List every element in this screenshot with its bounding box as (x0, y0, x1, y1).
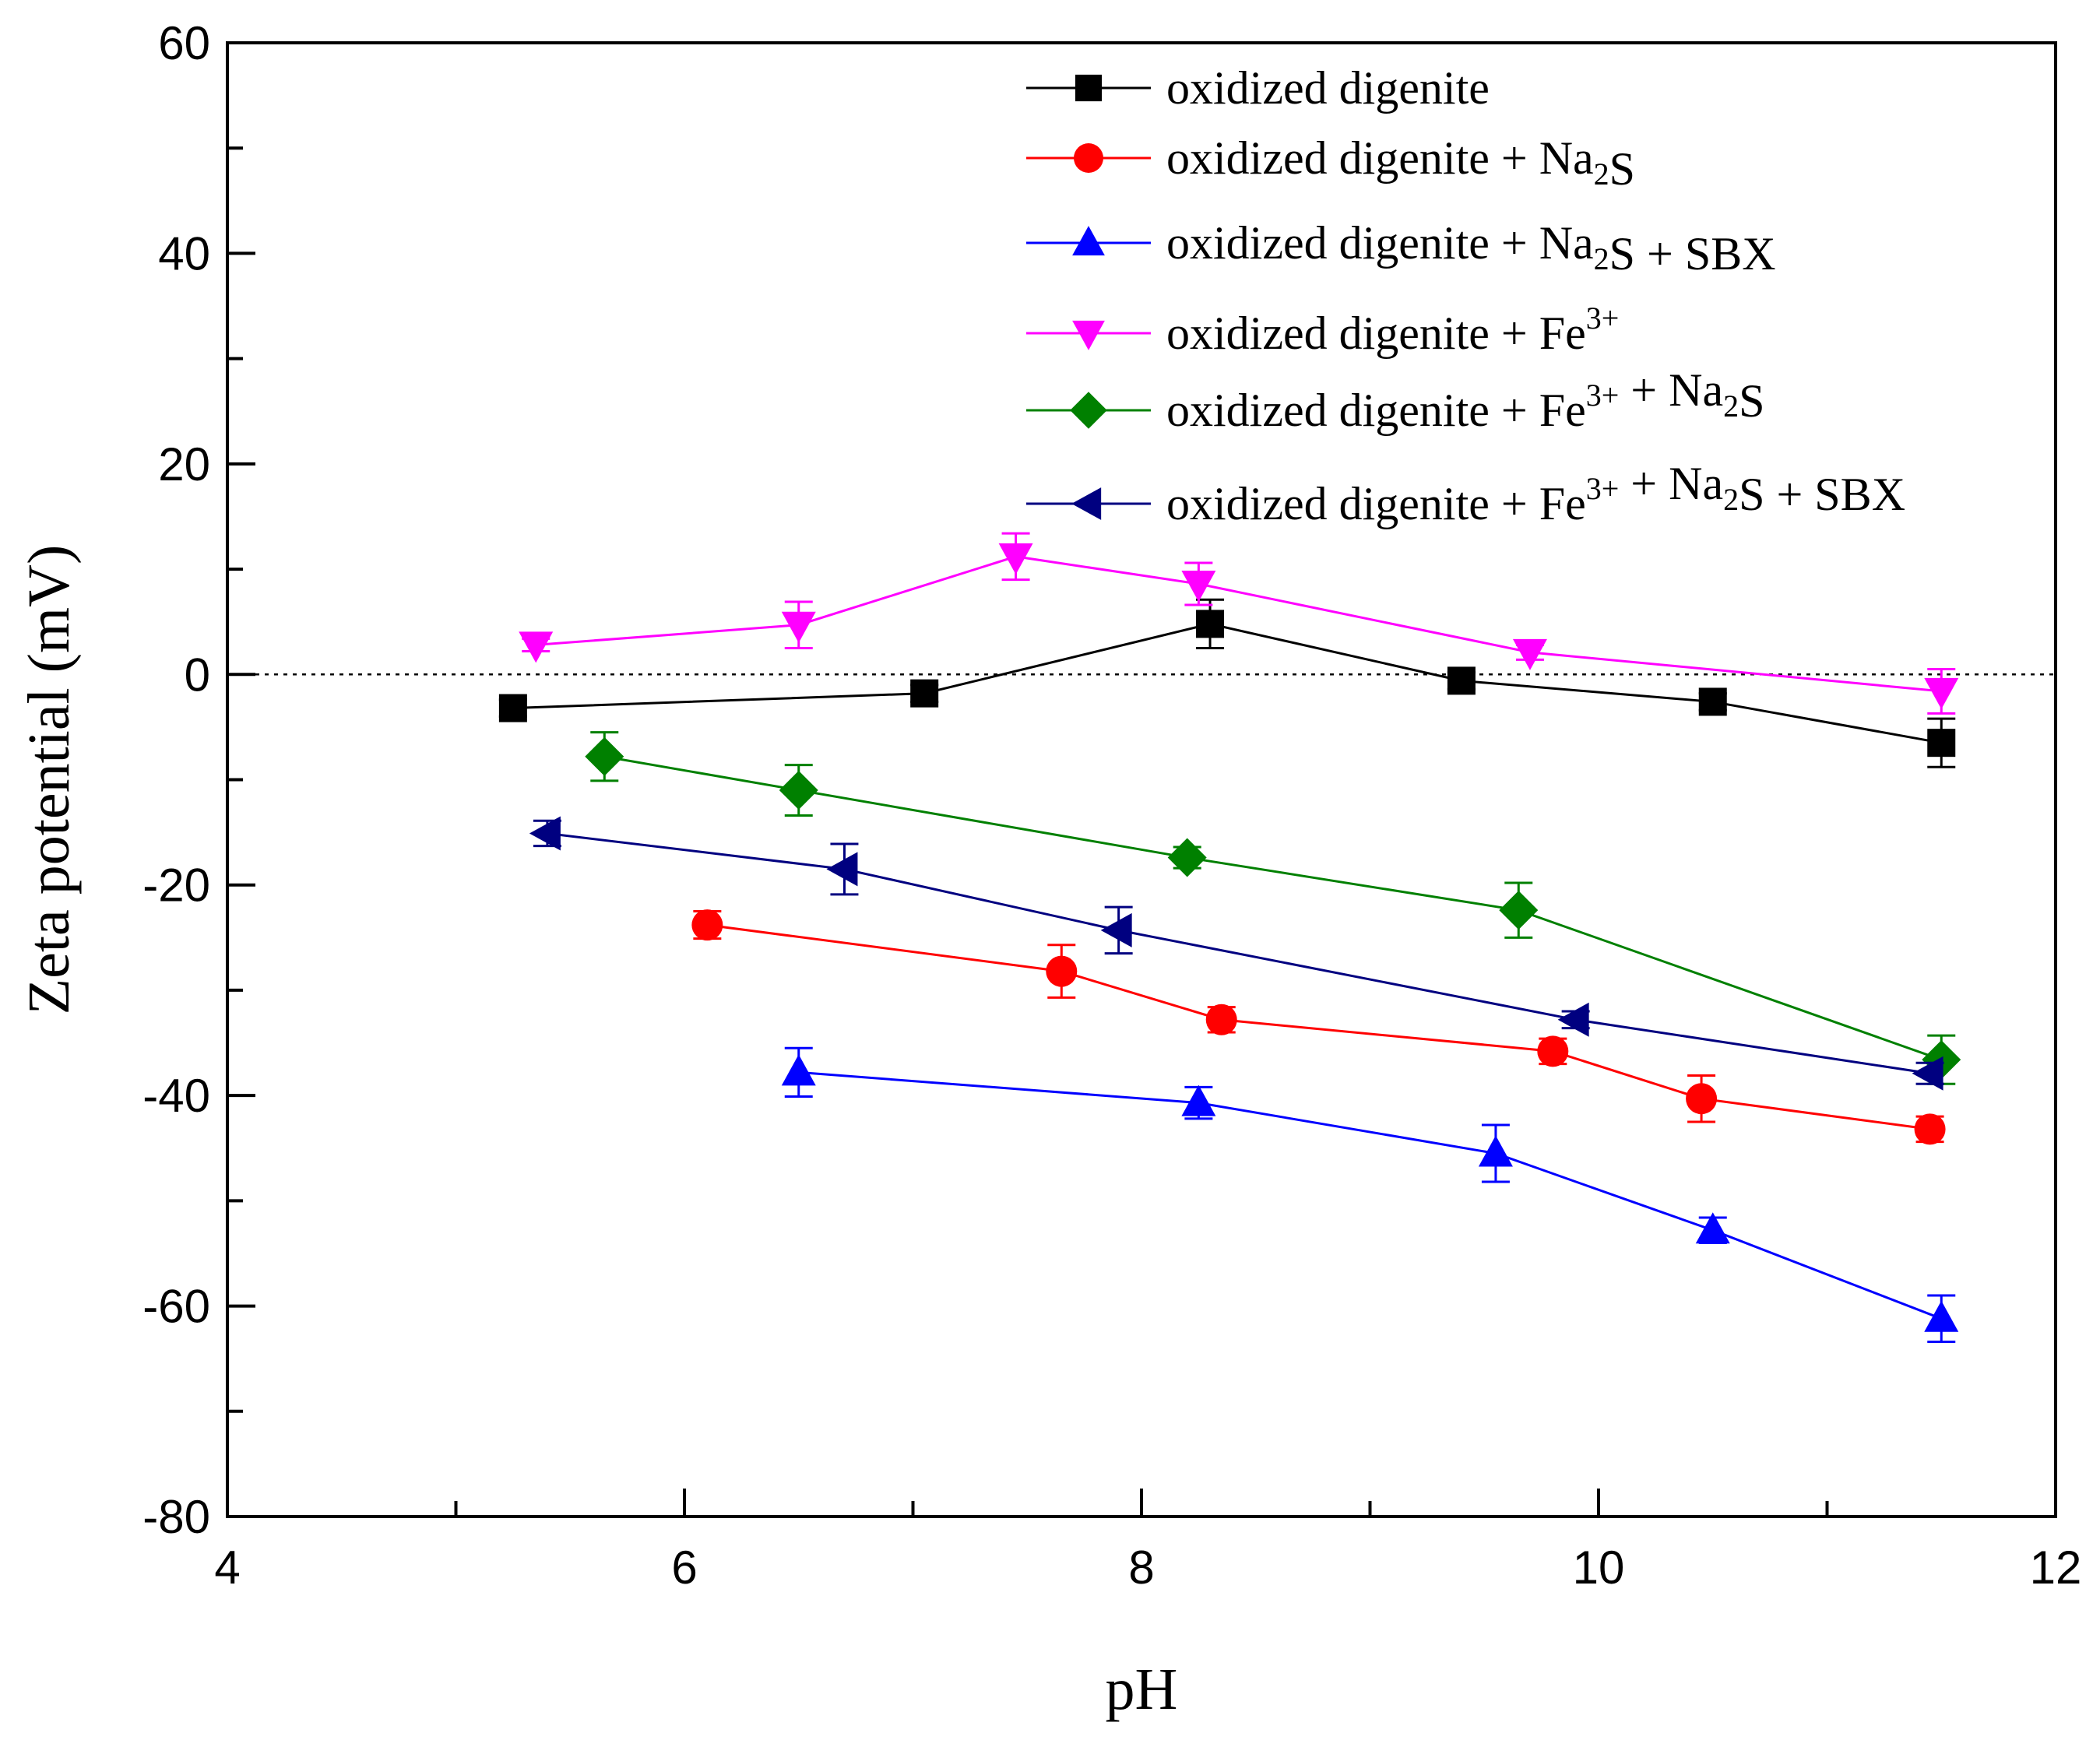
y-tick-label: -80 (142, 1491, 210, 1543)
data-point (1100, 912, 1132, 947)
data-point (910, 679, 939, 708)
legend-entry-1: oxidized digenite (1026, 62, 1490, 114)
legend-entry-6: oxidized digenite + Fe3+ + Na2S + SBX (1026, 458, 1905, 529)
data-point (998, 543, 1033, 575)
y-tick-label: -40 (142, 1070, 210, 1122)
legend-marker (1072, 226, 1105, 256)
data-point (781, 1054, 816, 1086)
data-point (781, 611, 816, 643)
x-tick-label: 10 (1573, 1541, 1625, 1594)
data-point (1447, 666, 1476, 695)
series-6 (529, 816, 1944, 1091)
x-axis-title: pH (1106, 1657, 1178, 1722)
data-point (1181, 571, 1216, 603)
legend-marker (1070, 392, 1107, 429)
data-point (1914, 1113, 1946, 1145)
legend-label: oxidized digenite (1166, 62, 1490, 114)
legend-label: oxidized digenite + Fe3+ (1166, 301, 1619, 359)
legend-marker (1075, 74, 1103, 102)
y-tick-label: -20 (142, 859, 210, 912)
data-point (1167, 838, 1207, 877)
legend-label: oxidized digenite + Fe3+ + Na2S (1166, 364, 1764, 436)
legend-entry-3: oxidized digenite + Na2S + SBX (1026, 217, 1776, 279)
legend-marker (1071, 487, 1102, 520)
data-point (585, 736, 624, 776)
x-tick-label: 6 (671, 1541, 697, 1594)
data-series (498, 532, 1961, 1344)
data-point (1557, 1002, 1589, 1037)
data-point (779, 771, 818, 810)
data-point (498, 694, 527, 722)
data-point (1924, 677, 1959, 709)
series-2 (691, 909, 1946, 1145)
data-point (1499, 891, 1539, 930)
series-line (512, 622, 1942, 744)
data-point (1924, 1300, 1959, 1332)
data-point (1205, 1004, 1237, 1035)
legend-label: oxidized digenite + Na2S + SBX (1166, 217, 1776, 279)
series-4 (519, 532, 1959, 715)
legend-entry-5: oxidized digenite + Fe3+ + Na2S (1026, 364, 1764, 436)
data-point (1686, 1083, 1718, 1115)
data-point (691, 909, 723, 941)
data-point (1512, 638, 1547, 670)
legend-label: oxidized digenite + Na2S (1166, 132, 1635, 195)
y-tick-label: 20 (158, 438, 210, 490)
y-axis-title: Zeta potential (mV) (16, 545, 82, 1015)
series-1 (498, 598, 1956, 768)
axis-ticks: 4 6 8 10 12 -80 -60 -40 -20 0 20 40 60 (142, 17, 2081, 1594)
data-point (1537, 1035, 1569, 1067)
series-3 (781, 1046, 1959, 1344)
x-tick-label: 4 (214, 1541, 240, 1594)
legend-entry-2: oxidized digenite + Na2S (1026, 132, 1635, 195)
data-point (519, 631, 554, 663)
data-point (1698, 687, 1727, 716)
legend: oxidized digenite oxidized digenite + Na2… (1026, 62, 1905, 529)
data-point (1196, 610, 1225, 638)
series-line (536, 555, 1942, 693)
series-line (707, 923, 1930, 1130)
legend-label: oxidized digenite + Fe3+ + Na2S + SBX (1166, 458, 1905, 529)
y-tick-label: 0 (185, 649, 210, 701)
series-5 (585, 731, 1961, 1085)
y-tick-label: 40 (158, 227, 210, 279)
data-point (1695, 1212, 1730, 1244)
x-tick-label: 12 (2030, 1541, 2082, 1594)
y-tick-label: -60 (142, 1281, 210, 1333)
data-point (1478, 1135, 1513, 1167)
x-tick-label: 8 (1128, 1541, 1154, 1594)
data-point (1046, 955, 1078, 987)
legend-marker (1072, 320, 1105, 350)
data-point (529, 816, 561, 851)
data-point (1912, 1056, 1943, 1091)
data-point (1927, 729, 1956, 758)
y-tick-label: 60 (158, 17, 210, 69)
legend-entry-4: oxidized digenite + Fe3+ (1026, 301, 1619, 359)
legend-marker (1074, 143, 1103, 173)
data-point (1181, 1084, 1216, 1116)
data-point (826, 852, 858, 887)
